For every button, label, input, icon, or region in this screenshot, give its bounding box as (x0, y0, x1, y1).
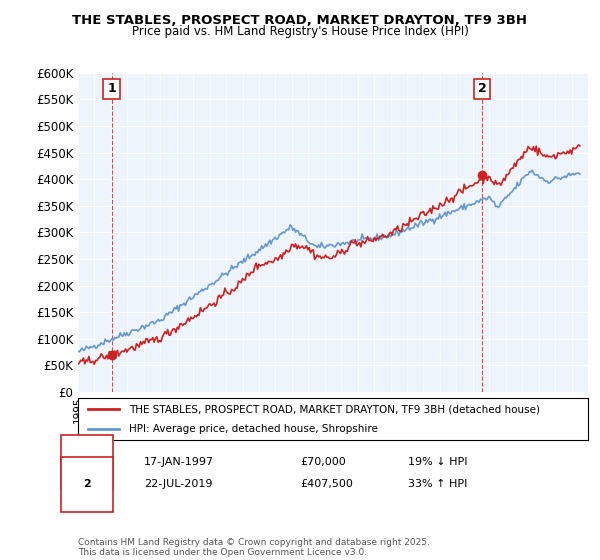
Text: £407,500: £407,500 (300, 479, 353, 489)
Text: Price paid vs. HM Land Registry's House Price Index (HPI): Price paid vs. HM Land Registry's House … (131, 25, 469, 38)
Text: £70,000: £70,000 (300, 457, 346, 467)
Text: 1: 1 (83, 457, 91, 467)
Text: HPI: Average price, detached house, Shropshire: HPI: Average price, detached house, Shro… (129, 424, 378, 434)
Text: 19% ↓ HPI: 19% ↓ HPI (408, 457, 467, 467)
Text: 2: 2 (83, 479, 91, 489)
Text: 22-JUL-2019: 22-JUL-2019 (144, 479, 212, 489)
Text: THE STABLES, PROSPECT ROAD, MARKET DRAYTON, TF9 3BH: THE STABLES, PROSPECT ROAD, MARKET DRAYT… (73, 14, 527, 27)
Text: 2: 2 (478, 82, 486, 95)
Text: Contains HM Land Registry data © Crown copyright and database right 2025.
This d: Contains HM Land Registry data © Crown c… (78, 538, 430, 557)
Text: 33% ↑ HPI: 33% ↑ HPI (408, 479, 467, 489)
Text: 1: 1 (107, 82, 116, 95)
Text: THE STABLES, PROSPECT ROAD, MARKET DRAYTON, TF9 3BH (detached house): THE STABLES, PROSPECT ROAD, MARKET DRAYT… (129, 404, 540, 414)
Text: 17-JAN-1997: 17-JAN-1997 (144, 457, 214, 467)
